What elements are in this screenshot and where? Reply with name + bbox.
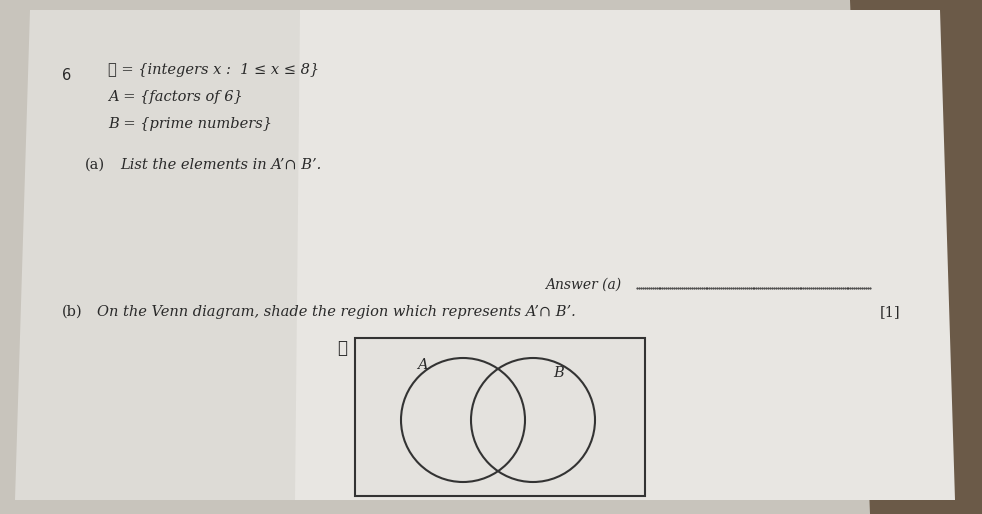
Text: List the elements in A’∩ B’.: List the elements in A’∩ B’.: [120, 158, 321, 172]
Text: A = {factors of 6}: A = {factors of 6}: [108, 90, 243, 104]
Polygon shape: [850, 0, 982, 514]
Text: [1]: [1]: [880, 305, 900, 319]
Bar: [355, 338, 645, 496]
Text: (a): (a): [85, 158, 105, 172]
Text: A: A: [417, 358, 427, 372]
Text: ℰ: ℰ: [337, 340, 347, 357]
Text: 6: 6: [62, 68, 72, 83]
Text: On the Venn diagram, shade the region which represents A’∩ B’.: On the Venn diagram, shade the region wh…: [97, 305, 575, 319]
Text: (b): (b): [62, 305, 82, 319]
Text: B = {prime numbers}: B = {prime numbers}: [108, 117, 272, 131]
Polygon shape: [295, 10, 955, 500]
Text: Answer (a): Answer (a): [545, 278, 622, 292]
Text: ℰ = {integers x :  1 ≤ x ≤ 8}: ℰ = {integers x : 1 ≤ x ≤ 8}: [108, 63, 319, 77]
Polygon shape: [15, 10, 955, 500]
Text: B: B: [553, 366, 564, 380]
